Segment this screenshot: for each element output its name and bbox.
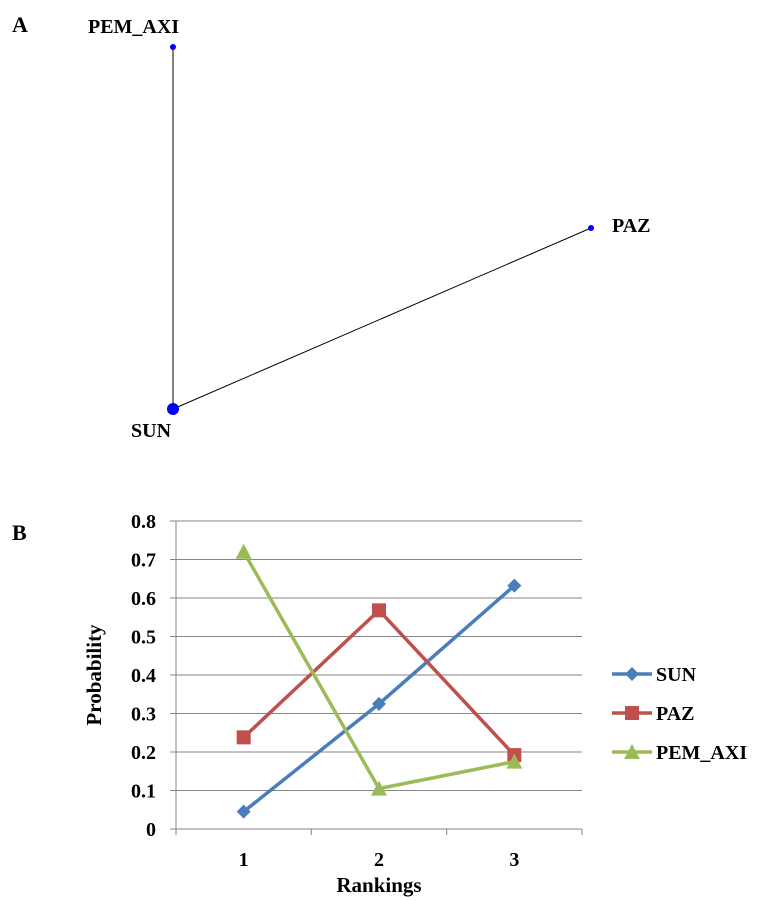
legend-label: SUN	[656, 664, 697, 686]
node-label-paz: PAZ	[612, 215, 651, 237]
y-tick-labels: 0 0.1 0.2 0.3 0.4 0.5 0.6 0.7 0.8	[131, 511, 156, 841]
y-tick-label: 0.8	[131, 511, 156, 533]
line-chart: 0 0.1 0.2 0.3 0.4 0.5 0.6 0.7 0.8 1 2 3 SUN PAZ PEM_…	[82, 511, 747, 897]
node-label-pem-axi: PEM_AXI	[88, 16, 179, 38]
legend-marker	[624, 744, 640, 759]
legend: SUN PAZ PEM_AXI	[612, 664, 747, 764]
y-tick-label: 0	[146, 819, 156, 841]
data-point	[506, 753, 523, 769]
panel-a-label: A	[12, 12, 28, 37]
legend-item: PAZ	[612, 703, 695, 725]
series-line	[242, 607, 516, 757]
series-pem-axi	[235, 543, 523, 796]
data-point	[372, 696, 386, 711]
legend-marker	[625, 706, 639, 720]
data-point	[372, 603, 386, 618]
y-tick-label: 0.3	[131, 704, 156, 726]
series-sun	[236, 578, 522, 819]
data-point	[507, 578, 522, 593]
y-axis-label: Probability	[82, 624, 106, 726]
gridlines	[176, 520, 582, 791]
axes	[170, 520, 583, 835]
legend-label: PEM_AXI	[656, 742, 747, 764]
data-point	[371, 780, 387, 796]
node-paz	[588, 225, 594, 231]
x-tick-labels: 1 2 3	[239, 849, 520, 871]
data-point	[236, 730, 251, 745]
x-axis-label: Rankings	[336, 873, 421, 897]
y-tick-label: 0.2	[131, 742, 156, 764]
data-point	[236, 804, 251, 819]
y-tick-label: 0.1	[131, 781, 156, 803]
x-tick-label: 3	[509, 849, 519, 871]
node-pem-axi	[170, 44, 176, 50]
node-label-sun: SUN	[131, 420, 172, 442]
edge-sun-paz	[172, 227, 592, 410]
x-tick-label: 2	[374, 849, 384, 871]
network-diagram: PEM_AXI PAZ SUN	[88, 16, 651, 442]
legend-label: PAZ	[656, 703, 695, 725]
data-point	[235, 543, 252, 559]
legend-item: PEM_AXI	[612, 742, 747, 764]
legend-marker	[625, 667, 639, 681]
series-lines	[235, 543, 523, 819]
node-sun	[167, 403, 179, 415]
panel-b-label: B	[12, 520, 27, 545]
series-line	[242, 550, 515, 791]
y-tick-label: 0.5	[131, 627, 156, 649]
y-tick-label: 0.4	[131, 665, 156, 687]
y-tick-label: 0.6	[131, 588, 156, 610]
legend-item: SUN	[612, 664, 697, 686]
y-tick-label: 0.7	[131, 550, 156, 572]
x-tick-label: 1	[239, 849, 249, 871]
series-paz	[236, 603, 522, 763]
